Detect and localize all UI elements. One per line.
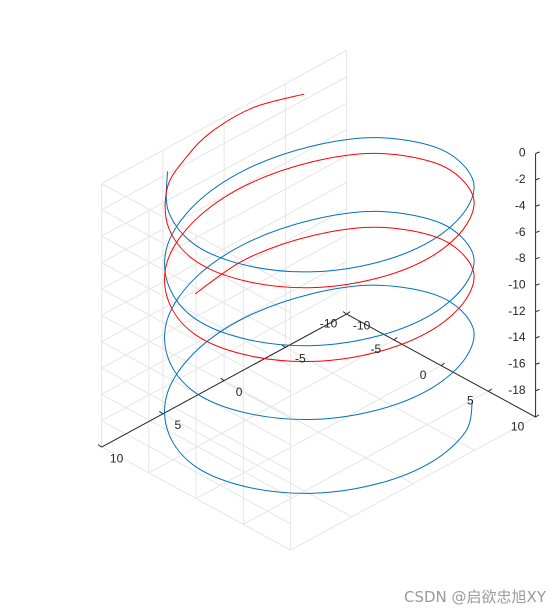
y-tick-mark xyxy=(393,336,398,341)
gridline xyxy=(101,287,347,422)
y-tick-mark xyxy=(346,311,351,315)
gridline xyxy=(101,260,347,395)
back-gridlines xyxy=(101,50,536,551)
y-tick-label: 10 xyxy=(511,419,525,433)
x-tick-mark xyxy=(159,410,164,415)
gridline xyxy=(101,393,291,498)
gridline xyxy=(101,314,291,419)
gridline xyxy=(101,288,291,393)
z-tick-label: -10 xyxy=(508,277,526,291)
z-tick-mark xyxy=(535,256,540,260)
gridline xyxy=(101,102,347,237)
gridline xyxy=(101,50,347,184)
z-tick-mark xyxy=(535,309,540,313)
x-tick-label: -5 xyxy=(295,352,306,366)
gridline xyxy=(101,235,291,340)
gridline xyxy=(101,155,347,290)
z-tick-label: -12 xyxy=(508,304,526,318)
z-tick-mark xyxy=(535,283,540,286)
z-tick-mark xyxy=(535,336,540,339)
series-1-line xyxy=(164,137,475,494)
gridline xyxy=(101,76,347,211)
x-tick-mark xyxy=(281,344,286,348)
gridline xyxy=(101,183,291,287)
y-tick-mark xyxy=(535,414,540,418)
z-tick-mark xyxy=(535,151,540,154)
x-tick-label: -10 xyxy=(353,318,371,332)
x-tick-mark xyxy=(220,377,225,382)
watermark-text: CSDN @启欲忠旭XY xyxy=(404,588,546,606)
z-tick-label: -16 xyxy=(508,357,526,371)
x-tick-label: 0 xyxy=(236,385,243,399)
y-tick-label: 5 xyxy=(467,394,474,408)
z-tick-mark xyxy=(535,177,540,181)
gridline xyxy=(101,262,291,367)
gridline xyxy=(148,339,395,474)
z-tick-label: -8 xyxy=(515,251,526,265)
gridline xyxy=(101,420,291,525)
x-axis-line xyxy=(346,313,536,418)
gridline xyxy=(101,367,291,472)
series-2-line xyxy=(164,93,475,363)
y-tick-label: -5 xyxy=(371,342,382,356)
z-tick-mark xyxy=(535,362,540,365)
gridline xyxy=(101,234,347,369)
x-tick-mark xyxy=(342,311,347,315)
z-tick-mark xyxy=(535,388,540,392)
z-tick-label: -18 xyxy=(508,383,526,397)
gridline xyxy=(101,181,347,316)
y-tick-label: -10 xyxy=(320,316,338,330)
z-tick-label: -6 xyxy=(515,225,526,239)
z-tick-label: -2 xyxy=(515,172,526,186)
x-tick-label: 5 xyxy=(175,418,182,432)
z-tick-mark xyxy=(535,204,540,207)
y-tick-mark xyxy=(488,388,493,392)
gridline xyxy=(290,416,536,551)
y-tick-mark xyxy=(440,362,445,367)
gridline xyxy=(243,390,489,525)
gridline xyxy=(101,129,347,264)
z-tick-mark xyxy=(535,230,540,234)
x-tick-label: 10 xyxy=(110,451,124,465)
z-tick-label: -4 xyxy=(515,198,526,212)
y-tick-label: 0 xyxy=(420,368,427,382)
z-tick-label: -14 xyxy=(508,330,526,344)
axis-ticks: 0-2-4-6-8-10-12-14-16-18-10-50510-10-505… xyxy=(97,146,540,465)
z-tick-label: 0 xyxy=(519,146,526,160)
gridline xyxy=(195,365,442,500)
x-tick-mark xyxy=(97,444,102,448)
plot-series xyxy=(164,93,475,494)
